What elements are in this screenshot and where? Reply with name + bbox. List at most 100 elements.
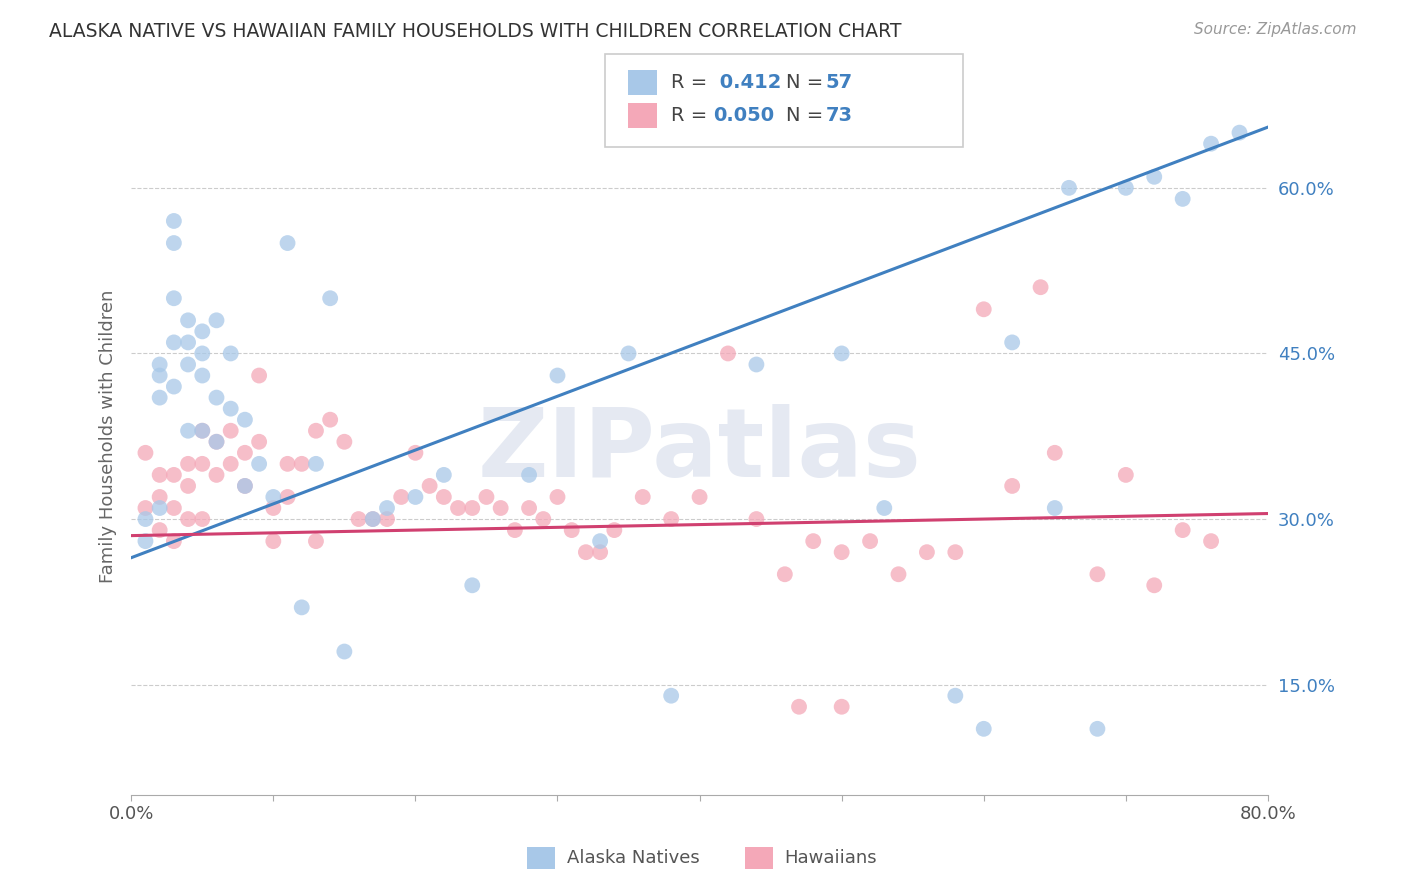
Point: [1115, 467, 1137, 482]
Point: [404, 490, 426, 504]
Point: [1043, 446, 1066, 460]
Point: [219, 457, 242, 471]
Point: [531, 512, 554, 526]
Point: [205, 434, 228, 449]
Point: [191, 324, 214, 338]
Point: [461, 578, 484, 592]
Point: [205, 434, 228, 449]
Point: [291, 457, 314, 471]
Point: [589, 545, 612, 559]
Point: [163, 379, 186, 393]
Point: [191, 368, 214, 383]
Point: [163, 214, 186, 228]
Point: [134, 446, 156, 460]
Point: [205, 391, 228, 405]
Point: [177, 479, 200, 493]
Text: Hawaiians: Hawaiians: [785, 849, 877, 867]
Point: [333, 434, 356, 449]
Point: [191, 457, 214, 471]
Point: [233, 479, 256, 493]
Point: [134, 512, 156, 526]
Point: [547, 368, 569, 383]
Text: R =: R =: [671, 73, 713, 93]
Point: [233, 413, 256, 427]
Point: [305, 457, 328, 471]
Point: [177, 335, 200, 350]
Point: [1171, 192, 1194, 206]
Point: [447, 501, 470, 516]
Point: [205, 467, 228, 482]
Point: [831, 346, 853, 360]
Point: [333, 644, 356, 658]
Point: [149, 391, 172, 405]
Point: [973, 722, 995, 736]
Point: [433, 467, 456, 482]
Point: [163, 534, 186, 549]
Point: [149, 358, 172, 372]
Text: Alaska Natives: Alaska Natives: [567, 849, 699, 867]
Point: [347, 512, 370, 526]
Point: [419, 479, 441, 493]
Text: Source: ZipAtlas.com: Source: ZipAtlas.com: [1194, 22, 1357, 37]
Text: 0.050: 0.050: [713, 106, 773, 126]
Point: [247, 368, 270, 383]
Point: [1001, 335, 1024, 350]
Point: [163, 501, 186, 516]
Text: N =: N =: [786, 73, 830, 93]
Point: [873, 501, 896, 516]
Text: 73: 73: [825, 106, 852, 126]
Point: [262, 534, 284, 549]
Point: [1087, 722, 1109, 736]
Point: [247, 434, 270, 449]
Text: R =: R =: [671, 106, 713, 126]
Point: [191, 424, 214, 438]
Point: [163, 235, 186, 250]
Point: [717, 346, 740, 360]
Point: [149, 501, 172, 516]
Point: [561, 523, 583, 537]
Point: [1171, 523, 1194, 537]
Point: [205, 313, 228, 327]
Point: [1143, 578, 1166, 592]
Point: [831, 699, 853, 714]
Point: [233, 446, 256, 460]
Point: [163, 335, 186, 350]
Point: [233, 479, 256, 493]
Point: [177, 512, 200, 526]
Point: [859, 534, 882, 549]
Point: [375, 512, 398, 526]
Text: ZIPatlas: ZIPatlas: [478, 404, 921, 497]
Point: [262, 490, 284, 504]
Point: [361, 512, 384, 526]
Point: [305, 534, 328, 549]
Point: [134, 534, 156, 549]
Point: [219, 401, 242, 416]
Point: [773, 567, 796, 582]
Point: [433, 490, 456, 504]
Point: [831, 545, 853, 559]
Point: [1087, 567, 1109, 582]
Point: [887, 567, 910, 582]
Point: [219, 424, 242, 438]
Point: [489, 501, 512, 516]
Point: [659, 689, 682, 703]
Point: [745, 512, 768, 526]
Point: [389, 490, 412, 504]
Point: [973, 302, 995, 317]
Point: [291, 600, 314, 615]
Point: [603, 523, 626, 537]
Point: [689, 490, 711, 504]
Point: [475, 490, 498, 504]
Point: [503, 523, 526, 537]
Point: [177, 457, 200, 471]
Point: [361, 512, 384, 526]
Text: 57: 57: [825, 73, 852, 93]
Point: [547, 490, 569, 504]
Point: [277, 490, 299, 504]
Point: [247, 457, 270, 471]
Point: [177, 313, 200, 327]
Point: [745, 358, 768, 372]
Point: [319, 291, 342, 305]
Point: [1199, 136, 1222, 151]
Point: [319, 413, 342, 427]
